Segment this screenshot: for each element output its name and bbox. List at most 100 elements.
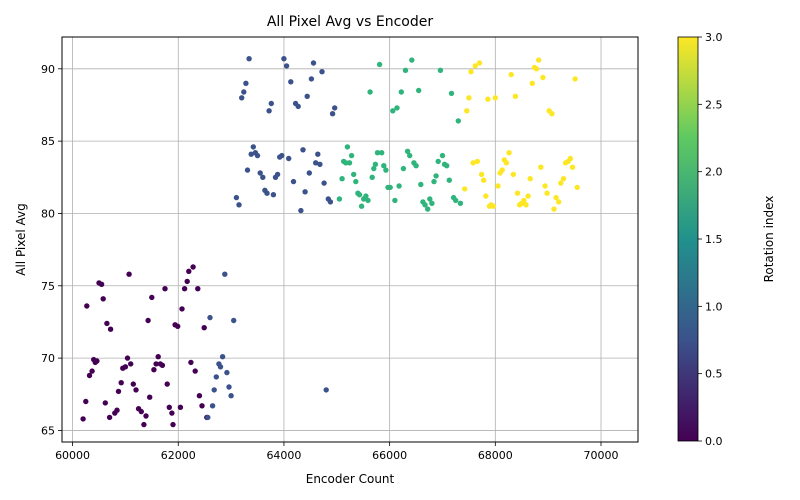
scatter-point-rotation-0 bbox=[184, 278, 190, 285]
scatter-point-rotation-2 bbox=[413, 163, 419, 169]
scatter-point-rotation-2 bbox=[446, 177, 452, 183]
scatter-point-rotation-3 bbox=[529, 80, 535, 87]
scatter-point-rotation-1 bbox=[224, 369, 230, 376]
scatter-point-rotation-2 bbox=[383, 167, 389, 173]
scatter-point-rotation-3 bbox=[490, 203, 496, 209]
x-tick-label: 66000 bbox=[372, 449, 407, 462]
scatter-point-rotation-3 bbox=[556, 199, 562, 205]
scatter-point-rotation-1 bbox=[211, 387, 217, 393]
scatter-point-rotation-1 bbox=[332, 105, 338, 111]
scatter-point-rotation-1 bbox=[231, 317, 237, 324]
scatter-point-rotation-1 bbox=[329, 111, 336, 117]
colorbar-tick-label: 0.5 bbox=[705, 368, 723, 381]
scatter-point-rotation-1 bbox=[217, 364, 224, 370]
scatter-point-rotation-2 bbox=[387, 184, 393, 191]
scatter-point-rotation-2 bbox=[344, 144, 351, 150]
scatter-point-rotation-2 bbox=[407, 152, 413, 159]
scatter-point-rotation-1 bbox=[298, 207, 304, 214]
scatter-point-rotation-0 bbox=[122, 364, 129, 370]
scatter-point-rotation-3 bbox=[549, 111, 555, 117]
scatter-point-rotation-0 bbox=[86, 372, 93, 379]
x-tick-label: 70000 bbox=[584, 449, 619, 462]
scatter-point-rotation-3 bbox=[567, 155, 574, 162]
scatter-point-rotation-0 bbox=[133, 387, 139, 393]
scatter-point-rotation-1 bbox=[317, 161, 323, 167]
scatter-point-rotation-2 bbox=[439, 152, 446, 159]
scatter-point-rotation-3 bbox=[464, 108, 470, 114]
scatter-point-rotation-2 bbox=[339, 176, 345, 182]
scatter-point-rotation-0 bbox=[179, 306, 185, 312]
axes-background bbox=[62, 37, 638, 442]
x-tick-label: 60000 bbox=[55, 449, 90, 462]
scatter-point-rotation-2 bbox=[457, 200, 464, 206]
scatter-point-rotation-2 bbox=[379, 150, 385, 156]
scatter-point-rotation-1 bbox=[327, 199, 334, 205]
scatter-point-rotation-3 bbox=[510, 171, 516, 178]
scatter-point-rotation-3 bbox=[514, 190, 521, 196]
scatter-point-rotation-3 bbox=[569, 164, 576, 170]
scatter-point-rotation-2 bbox=[351, 171, 357, 178]
scatter-point-rotation-3 bbox=[462, 186, 468, 192]
scatter-point-rotation-1 bbox=[308, 76, 315, 82]
scatter-point-rotation-1 bbox=[213, 374, 219, 380]
scatter-point-rotation-3 bbox=[553, 194, 559, 201]
scatter-point-rotation-1 bbox=[266, 108, 272, 114]
scatter-point-rotation-2 bbox=[435, 158, 441, 165]
scatter-point-rotation-2 bbox=[367, 89, 373, 95]
scatter-point-rotation-1 bbox=[264, 190, 270, 196]
scatter-point-rotation-2 bbox=[336, 196, 343, 202]
scatter-point-rotation-3 bbox=[574, 184, 580, 191]
plot-area: 60000 62000 64000 66000 68000 70000 65 70 75 80 85… bbox=[41, 36, 639, 462]
scatter-point-rotation-0 bbox=[94, 358, 100, 364]
scatter-point-rotation-3 bbox=[485, 96, 491, 102]
scatter-point-rotation-3 bbox=[499, 167, 505, 173]
colorbar-tick-label: 3.0 bbox=[705, 31, 723, 44]
scatter-point-rotation-2 bbox=[400, 165, 407, 172]
colorbar-tick-label: 0.0 bbox=[705, 435, 723, 448]
scatter-point-rotation-2 bbox=[371, 165, 377, 172]
scatter-point-rotation-3 bbox=[542, 183, 548, 189]
scatter-point-rotation-3 bbox=[478, 171, 485, 178]
scatter-point-rotation-0 bbox=[195, 286, 201, 292]
scatter-point-rotation-1 bbox=[302, 189, 308, 195]
colorbar-gradient bbox=[677, 36, 699, 442]
scatter-point-rotation-3 bbox=[572, 76, 578, 82]
scatter-point-rotation-2 bbox=[365, 197, 371, 204]
scatter-point-rotation-2 bbox=[396, 183, 402, 189]
scatter-point-rotation-2 bbox=[404, 148, 411, 154]
scatter-point-rotation-3 bbox=[468, 69, 474, 75]
scatter-point-rotation-3 bbox=[523, 202, 529, 208]
scatter-point-rotation-1 bbox=[310, 60, 317, 66]
scatter-point-rotation-2 bbox=[429, 200, 435, 206]
scatter-point-rotation-1 bbox=[290, 178, 297, 185]
scatter-point-rotation-3 bbox=[474, 158, 481, 165]
scatter-point-rotation-1 bbox=[306, 170, 312, 176]
scatter-point-rotation-2 bbox=[398, 89, 404, 95]
scatter-point-rotation-2 bbox=[353, 178, 359, 185]
scatter-point-rotation-2 bbox=[372, 161, 379, 167]
scatter-point-rotation-0 bbox=[128, 361, 134, 367]
scatter-point-rotation-2 bbox=[437, 67, 444, 74]
colorbar-label: Rotation index bbox=[762, 196, 776, 283]
scatter-point-rotation-0 bbox=[196, 393, 203, 399]
scatter-point-rotation-1 bbox=[248, 151, 254, 157]
scatter-point-rotation-3 bbox=[536, 57, 542, 63]
scatter-point-rotation-0 bbox=[126, 271, 132, 277]
y-tick-label: 90 bbox=[41, 63, 55, 76]
scatter-point-rotation-3 bbox=[521, 197, 527, 204]
scatter-point-rotation-2 bbox=[356, 192, 363, 198]
colorbar-tick-label: 1.5 bbox=[705, 233, 723, 246]
scatter-point-rotation-0 bbox=[188, 359, 194, 366]
scatter-point-rotation-2 bbox=[425, 206, 431, 212]
scatter-point-rotation-2 bbox=[381, 163, 387, 169]
scatter-point-rotation-1 bbox=[283, 63, 290, 69]
scatter-point-rotation-1 bbox=[207, 314, 213, 321]
scatter-point-rotation-2 bbox=[394, 105, 400, 111]
y-tick-label: 80 bbox=[41, 207, 55, 220]
scatter-point-rotation-0 bbox=[145, 317, 151, 324]
scatter-point-rotation-1 bbox=[233, 194, 240, 201]
scatter-point-rotation-2 bbox=[409, 57, 415, 63]
points-layer bbox=[80, 56, 580, 428]
scatter-point-rotation-3 bbox=[503, 160, 510, 166]
scatter-point-rotation-2 bbox=[455, 118, 461, 124]
